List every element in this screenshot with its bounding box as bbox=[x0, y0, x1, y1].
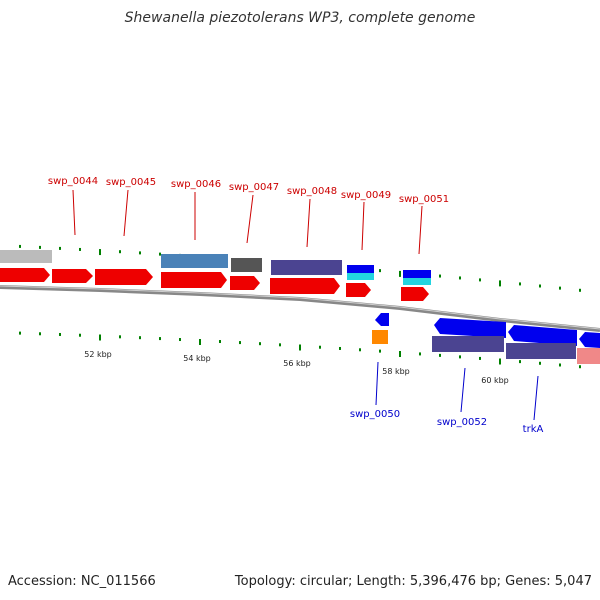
gene-arrow-swp-0051[interactable] bbox=[401, 287, 429, 301]
topology-text: Topology: circular; Length: 5,396,476 bp… bbox=[234, 574, 592, 589]
feature-swp-0052-function[interactable] bbox=[432, 336, 504, 352]
genome-backbone bbox=[0, 285, 600, 332]
feature-swp-0049-cyan[interactable] bbox=[347, 273, 374, 280]
gene-arrow-swp-0044[interactable] bbox=[52, 269, 93, 283]
gene-arrow-fwd-1[interactable] bbox=[0, 268, 50, 282]
scale-label-54kbp: 54 kbp bbox=[183, 354, 211, 363]
gene-arrow-swp-0046[interactable] bbox=[161, 272, 227, 288]
gene-arrow-trka[interactable] bbox=[508, 325, 577, 346]
gene-arrow-swp-0050[interactable] bbox=[375, 313, 389, 326]
feature-gray-upper[interactable] bbox=[0, 250, 52, 263]
gene-arrow-swp-0049[interactable] bbox=[346, 283, 371, 297]
feature-swp-0050-orange[interactable] bbox=[372, 330, 388, 344]
connector-swp-0049 bbox=[361, 201, 365, 251]
scale-label-60kbp: 60 kbp bbox=[481, 376, 509, 385]
scale-label-56kbp: 56 kbp bbox=[283, 359, 311, 368]
gene-label-swp-0047[interactable]: swp_0047 bbox=[229, 182, 279, 193]
connector-swp-0051 bbox=[418, 205, 423, 255]
gene-label-swp-0049[interactable]: swp_0049 bbox=[341, 190, 391, 201]
gene-label-swp-0048[interactable]: swp_0048 bbox=[287, 186, 337, 197]
feature-swp-0047-function[interactable] bbox=[231, 258, 262, 272]
lower-tick-row bbox=[19, 331, 581, 369]
feature-trka-function[interactable] bbox=[506, 343, 576, 359]
gene-arrow-swp-0045[interactable] bbox=[95, 269, 153, 285]
connector-swp-0052 bbox=[460, 367, 466, 413]
gene-label-swp-0052[interactable]: swp_0052 bbox=[437, 417, 487, 428]
accession-text: Accession: NC_011566 bbox=[8, 574, 156, 589]
feature-swp-0051-cyan[interactable] bbox=[403, 278, 431, 285]
gene-arrow-swp-0048[interactable] bbox=[270, 278, 340, 294]
genome-backbone-highlight bbox=[0, 285, 600, 330]
connector-swp-0044 bbox=[72, 189, 76, 236]
gene-label-swp-0046[interactable]: swp_0046 bbox=[171, 179, 221, 190]
feature-swp-0049-blue[interactable] bbox=[347, 265, 374, 273]
connector-swp-0050 bbox=[375, 361, 379, 406]
connector-trka bbox=[533, 375, 539, 421]
feature-swp-0046-function[interactable] bbox=[161, 254, 228, 268]
gene-label-swp-0050[interactable]: swp_0050 bbox=[350, 409, 400, 420]
gene-arrow-rev-next[interactable] bbox=[579, 332, 600, 348]
gene-arrow-swp-0052[interactable] bbox=[434, 318, 506, 338]
connector-swp-0047 bbox=[246, 194, 254, 244]
gene-label-swp-0045[interactable]: swp_0045 bbox=[106, 177, 156, 188]
scale-label-52kbp: 52 kbp bbox=[84, 350, 112, 359]
connector-swp-0048 bbox=[306, 198, 311, 248]
gene-label-swp-0044[interactable]: swp_0044 bbox=[48, 176, 98, 187]
feature-swp-0051-blue[interactable] bbox=[403, 270, 431, 278]
map-title: Shewanella piezotolerans WP3, complete g… bbox=[124, 10, 476, 26]
scale-label-58kbp: 58 kbp bbox=[382, 367, 410, 376]
gene-label-swp-0051[interactable]: swp_0051 bbox=[399, 194, 449, 205]
connector-swp-0045 bbox=[123, 189, 129, 237]
gene-label-trka[interactable]: trkA bbox=[523, 424, 544, 435]
feature-salmon[interactable] bbox=[577, 348, 600, 364]
gene-arrow-swp-0047[interactable] bbox=[230, 276, 260, 290]
feature-swp-0048-function[interactable] bbox=[271, 260, 342, 275]
